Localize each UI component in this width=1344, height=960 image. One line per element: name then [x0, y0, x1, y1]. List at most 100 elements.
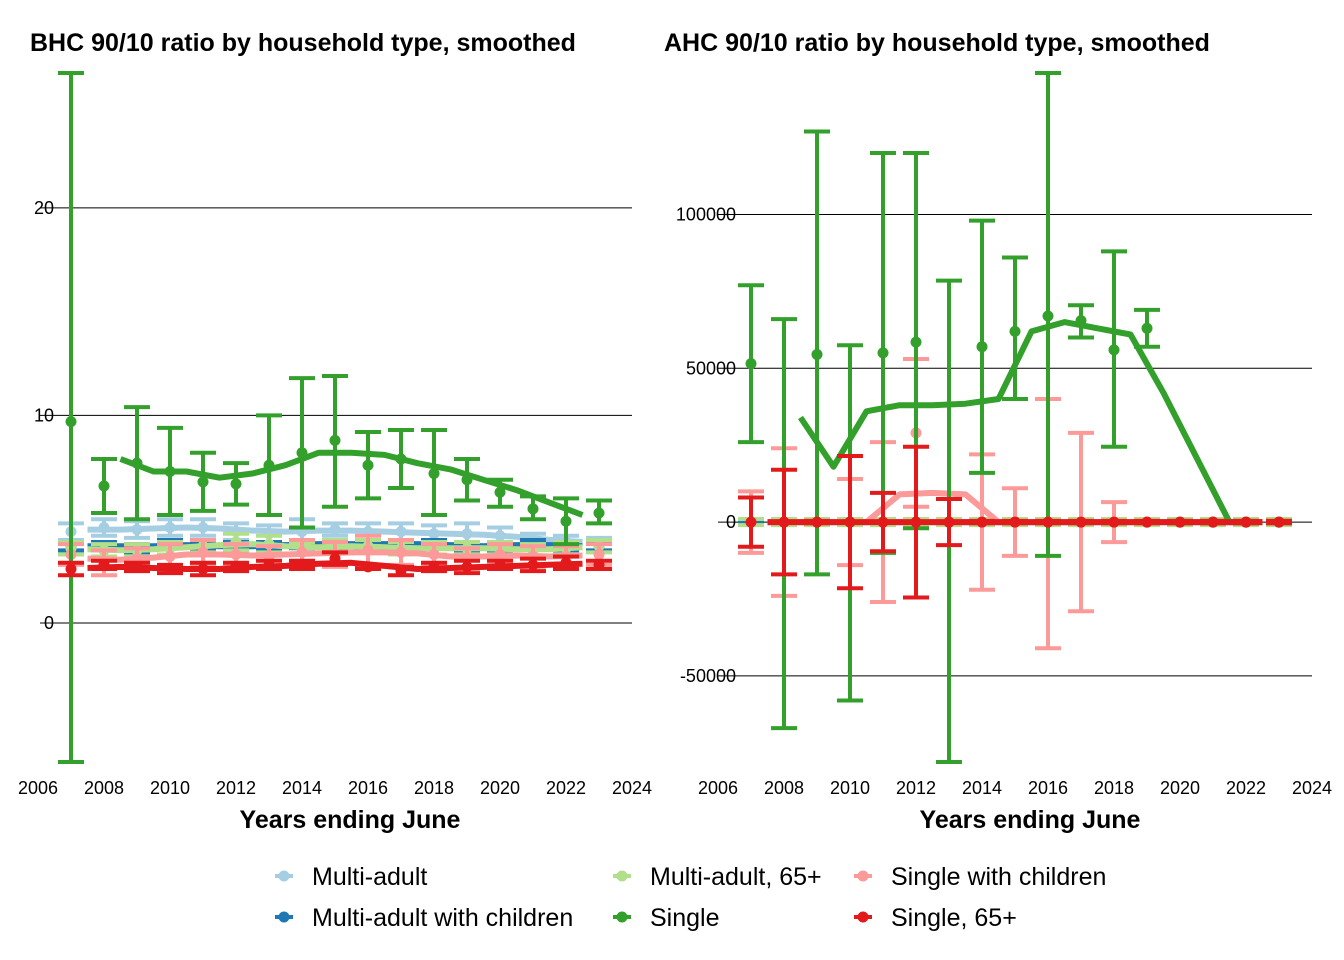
- ahc-point-single-65: [1009, 516, 1021, 528]
- ahc-point-single: [1042, 310, 1054, 322]
- ahc-point-single: [976, 341, 988, 353]
- ahc-point-single-65: [1075, 516, 1087, 528]
- bhc-point-single-65: [131, 561, 143, 573]
- bhc-x-axis-label: Years ending June: [240, 806, 461, 834]
- bhc-x-tick-label: 2018: [414, 778, 454, 798]
- bhc-point-multi-adult: [197, 521, 209, 533]
- bhc-point-single: [395, 453, 407, 465]
- bhc-point-single: [230, 478, 242, 490]
- ahc-x-tick-label: 2020: [1160, 778, 1200, 798]
- ahc-x-tick-label: 2012: [896, 778, 936, 798]
- ahc-point-single: [811, 348, 823, 360]
- ahc-point-single-65: [1273, 516, 1285, 528]
- bhc-point-single: [296, 447, 308, 459]
- bhc-panel: BHC 90/10 ratio by household type, smoot…: [18, 29, 652, 834]
- bhc-panel-title: BHC 90/10 ratio by household type, smoot…: [30, 29, 576, 57]
- ahc-y-tick-label: 0: [726, 512, 736, 532]
- ahc-point-single-65: [778, 516, 790, 528]
- bhc-point-single-65: [395, 565, 407, 577]
- bhc-series-single: [58, 71, 612, 764]
- legend-item-multi-adult-with-children: Multi-adult with children: [275, 904, 573, 932]
- bhc-point-single: [560, 515, 572, 527]
- bhc-point-multi-adult: [461, 528, 473, 540]
- bhc-point-single-65: [263, 559, 275, 571]
- bhc-point-single-with-children: [362, 544, 374, 556]
- ahc-point-single-65: [943, 516, 955, 528]
- ahc-y-tick-label: 50000: [686, 358, 736, 378]
- bhc-point-single: [494, 486, 506, 498]
- legend-item-single-65: Single, 65+: [854, 904, 1017, 932]
- bhc-point-multi-adult: [395, 526, 407, 538]
- bhc-smoothed-line-single: [119, 449, 584, 518]
- bhc-point-single-65: [164, 563, 176, 575]
- bhc-point-single-with-children: [296, 546, 308, 558]
- legend-label: Single, 65+: [891, 904, 1017, 932]
- bhc-point-single-65: [197, 563, 209, 575]
- ahc-series-single-with-children: [738, 357, 1292, 651]
- ahc-panel: AHC 90/10 ratio by household type, smoot…: [664, 29, 1332, 834]
- bhc-point-multi-adult: [494, 530, 506, 542]
- bhc-point-single-with-children: [593, 548, 605, 560]
- ahc-point-single-65: [1174, 516, 1186, 528]
- legend-label: Single with children: [891, 863, 1106, 891]
- bhc-y-tick-label: 20: [34, 198, 54, 218]
- legend-key-point: [857, 911, 869, 923]
- bhc-point-single-65: [494, 559, 506, 571]
- ahc-x-tick-label: 2014: [962, 778, 1002, 798]
- ahc-point-single-65: [844, 516, 856, 528]
- bhc-point-single: [65, 416, 77, 428]
- ahc-point-single: [1108, 344, 1120, 356]
- bhc-x-tick-label: 2008: [84, 778, 124, 798]
- ahc-point-single: [1075, 315, 1087, 327]
- ahc-series-single: [738, 71, 1292, 764]
- bhc-point-single-with-children: [230, 548, 242, 560]
- legend-label: Multi-adult with children: [312, 904, 573, 932]
- bhc-point-multi-adult: [428, 528, 440, 540]
- bhc-point-multi-adult: [164, 521, 176, 533]
- bhc-point-single: [428, 468, 440, 480]
- ahc-x-tick-label: 2022: [1226, 778, 1266, 798]
- ahc-point-single-65: [1108, 516, 1120, 528]
- bhc-point-single: [461, 474, 473, 486]
- bhc-point-single-65: [329, 553, 341, 565]
- ahc-panel-title: AHC 90/10 ratio by household type, smoot…: [664, 29, 1210, 57]
- bhc-point-single: [362, 459, 374, 471]
- ahc-series-single-65: [738, 444, 1292, 600]
- bhc-point-multi-adult: [131, 524, 143, 536]
- bhc-x-tick-label: 2016: [348, 778, 388, 798]
- legend-key-point: [857, 870, 869, 882]
- ahc-point-single: [745, 358, 757, 370]
- bhc-point-multi-adult: [98, 521, 110, 533]
- bhc-point-single-65: [461, 561, 473, 573]
- ahc-point-single-65: [976, 516, 988, 528]
- bhc-point-single: [593, 507, 605, 519]
- ahc-point-single-65: [745, 516, 757, 528]
- bhc-x-tick-label: 2024: [612, 778, 652, 798]
- ahc-x-tick-label: 2006: [698, 778, 738, 798]
- bhc-point-single: [131, 457, 143, 469]
- bhc-point-single: [98, 480, 110, 492]
- ahc-x-tick-label: 2016: [1028, 778, 1068, 798]
- ahc-x-tick-label: 2010: [830, 778, 870, 798]
- bhc-point-single-65: [527, 559, 539, 571]
- legend-label: Multi-adult, 65+: [650, 863, 822, 891]
- ahc-x-tick-label: 2024: [1292, 778, 1332, 798]
- ahc-x-tick-label: 2018: [1094, 778, 1134, 798]
- ahc-point-single-65: [877, 516, 889, 528]
- bhc-point-multi-adult: [329, 524, 341, 536]
- ahc-point-single: [1141, 322, 1153, 334]
- legend-key-point: [278, 870, 290, 882]
- ahc-point-single: [877, 347, 889, 359]
- legend-key-point: [616, 870, 628, 882]
- ahc-point-single-65: [811, 516, 823, 528]
- bhc-point-single-65: [593, 559, 605, 571]
- bhc-point-single: [197, 476, 209, 488]
- bhc-point-single-65: [362, 561, 374, 573]
- bhc-x-tick-label: 2010: [150, 778, 190, 798]
- bhc-point-single-with-children: [428, 548, 440, 560]
- legend-item-single: Single: [613, 904, 720, 932]
- bhc-point-single: [527, 503, 539, 515]
- ahc-point-single: [910, 336, 922, 348]
- legend: Multi-adult Multi-adult, 65+ Single with c…: [275, 863, 1106, 932]
